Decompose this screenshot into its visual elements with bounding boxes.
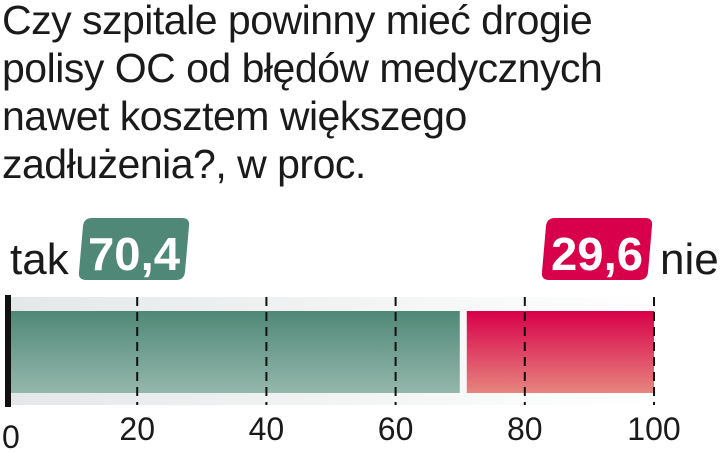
tick-label: 20: [119, 411, 155, 447]
title-line: nawet kosztem większego: [2, 93, 467, 139]
value-label-nie: 29,6: [551, 228, 643, 280]
badge-nie: [541, 218, 653, 280]
chart-title: Czy szpitale powinny mieć drogie polisy …: [2, 0, 717, 188]
title-line: Czy szpitale powinny mieć drogie: [2, 0, 593, 43]
tick-label: 40: [249, 411, 285, 447]
label-nie: nie: [660, 235, 719, 284]
badge-tak: [78, 218, 190, 280]
tick-label: 100: [627, 411, 680, 447]
axis-baseline: [5, 295, 11, 407]
label-tak: tak: [10, 235, 70, 284]
bar-tak: [8, 311, 460, 393]
title-line: polisy OC od błędów medycznych: [2, 45, 603, 91]
tick-label: 60: [378, 411, 414, 447]
tick-label: 0: [2, 419, 20, 452]
title-line: zadłużenia?, w proc.: [2, 141, 366, 187]
value-label-tak: 70,4: [88, 228, 180, 280]
bar-nie: [466, 311, 654, 393]
tick-label: 80: [507, 411, 543, 447]
